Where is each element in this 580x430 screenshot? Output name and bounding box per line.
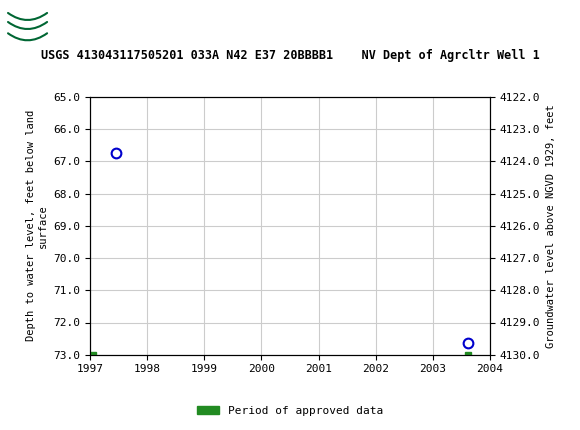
- Y-axis label: Groundwater level above NGVD 1929, feet: Groundwater level above NGVD 1929, feet: [546, 104, 556, 347]
- Legend: Period of approved data: Period of approved data: [193, 401, 387, 420]
- Y-axis label: Depth to water level, feet below land
surface: Depth to water level, feet below land su…: [26, 110, 48, 341]
- Text: USGS: USGS: [58, 12, 122, 33]
- Bar: [3, 3, 55, 42]
- Text: USGS 413043117505201 033A N42 E37 20BBBB1    NV Dept of Agrcltr Well 1: USGS 413043117505201 033A N42 E37 20BBBB…: [41, 49, 539, 62]
